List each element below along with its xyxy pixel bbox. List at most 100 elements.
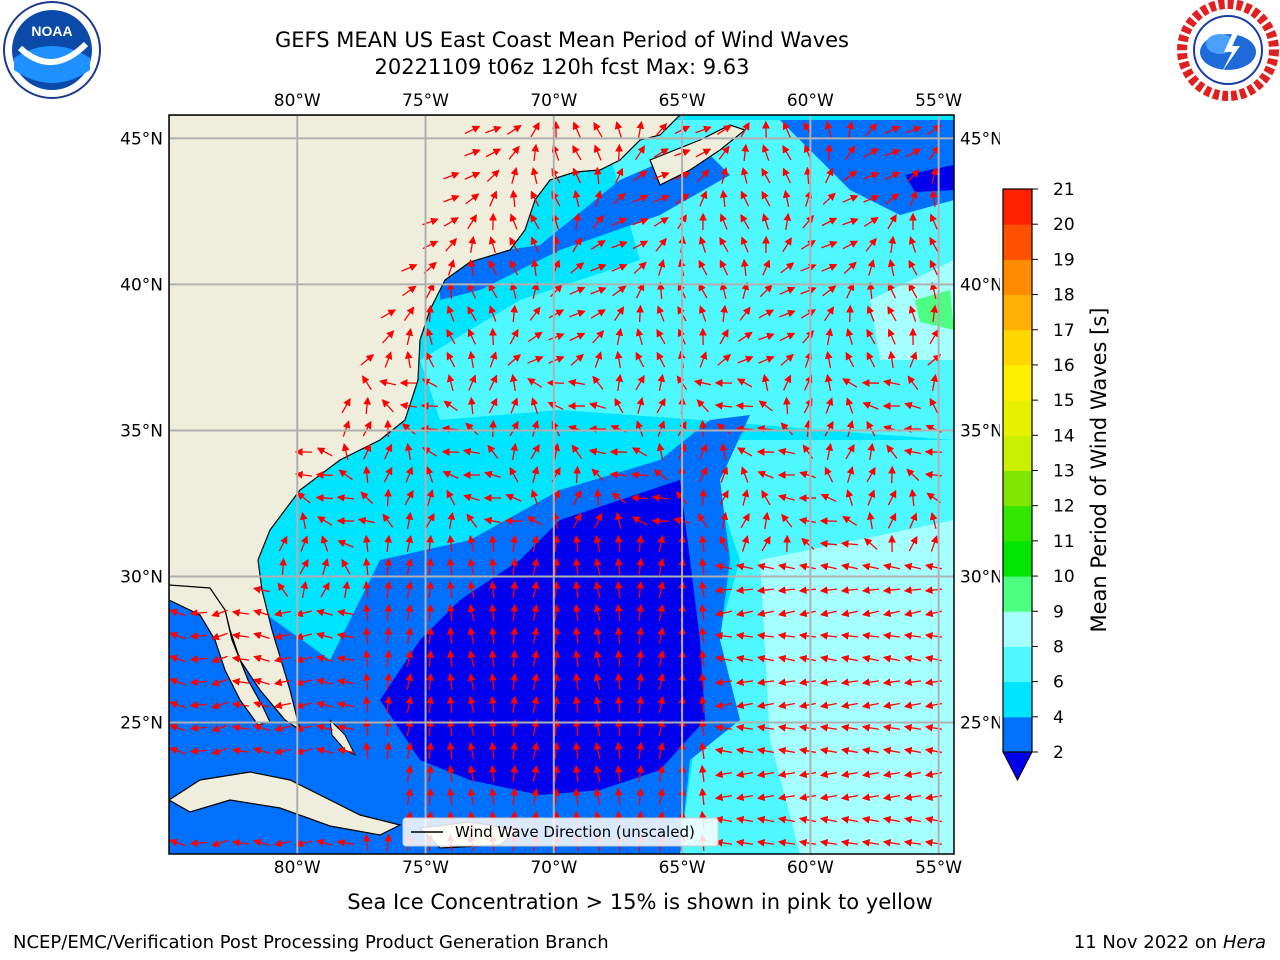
wave-direction-arrow xyxy=(824,167,834,184)
wave-direction-arrow xyxy=(819,723,838,732)
wave-direction-arrow xyxy=(531,741,540,759)
wave-direction-arrow xyxy=(882,654,900,663)
wave-direction-arrow xyxy=(404,350,413,369)
wave-direction-arrow xyxy=(782,189,791,207)
latitude-label: 30°N xyxy=(120,568,163,588)
wave-direction-arrow xyxy=(384,580,393,599)
wave-direction-arrow xyxy=(735,654,753,663)
wave-direction-arrow xyxy=(636,741,645,760)
wave-direction-arrow xyxy=(404,489,414,506)
wind-wave-direction-arrows xyxy=(169,120,943,852)
wave-direction-arrow xyxy=(777,678,796,687)
wave-direction-arrow xyxy=(778,493,795,502)
wave-direction-arrow xyxy=(657,741,666,759)
wave-direction-arrow xyxy=(253,677,270,686)
wave-direction-arrow xyxy=(362,672,371,691)
wave-direction-arrow xyxy=(531,603,540,621)
colorbar-tick-label: 8 xyxy=(1053,637,1064,657)
wave-direction-arrow xyxy=(426,580,435,599)
wave-direction-arrow xyxy=(572,787,581,806)
wave-direction-arrow xyxy=(909,190,918,207)
wave-direction-arrow xyxy=(342,420,351,437)
wave-direction-arrow xyxy=(443,194,460,203)
wave-direction-arrow xyxy=(798,793,816,802)
wave-direction-arrow xyxy=(615,373,624,392)
wave-direction-arrow xyxy=(426,764,435,783)
wave-direction-arrow xyxy=(801,537,815,550)
wave-direction-arrow xyxy=(779,309,796,318)
wave-direction-arrow xyxy=(530,121,540,138)
wave-direction-arrow xyxy=(572,237,582,253)
wave-direction-arrow xyxy=(819,678,838,687)
wave-direction-arrow xyxy=(466,513,478,528)
colorbar-under-triangle xyxy=(1002,751,1033,782)
wave-direction-arrow xyxy=(657,557,666,575)
wave-direction-arrow xyxy=(863,537,878,550)
wave-direction-arrow xyxy=(909,512,918,529)
wave-direction-arrow xyxy=(189,724,208,732)
wave-direction-arrow xyxy=(488,557,497,576)
wave-direction-arrow xyxy=(908,259,918,276)
wave-direction-arrow xyxy=(930,535,939,552)
colorbar-segment xyxy=(1003,611,1032,647)
wave-direction-arrow xyxy=(653,148,669,158)
wave-direction-arrow xyxy=(467,557,476,575)
wave-direction-arrow xyxy=(381,399,394,413)
wave-direction-arrow xyxy=(336,746,354,755)
wave-direction-arrow xyxy=(315,471,334,479)
wave-direction-arrow xyxy=(719,236,729,253)
wave-direction-arrow xyxy=(509,213,518,230)
wave-direction-arrow xyxy=(231,723,250,732)
wave-direction-arrow xyxy=(867,259,876,276)
wave-direction-arrow xyxy=(929,511,938,529)
wave-direction-arrow xyxy=(594,351,603,368)
wave-direction-arrow xyxy=(737,355,754,364)
wave-direction-arrow xyxy=(719,328,729,345)
colorbar-tick-label: 12 xyxy=(1053,497,1075,517)
wave-direction-arrow xyxy=(341,442,350,460)
wave-direction-arrow xyxy=(612,285,627,297)
wave-direction-arrow xyxy=(777,723,796,732)
wave-direction-arrow xyxy=(845,351,855,368)
wave-direction-arrow xyxy=(735,562,753,571)
wave-direction-arrow xyxy=(740,466,749,483)
wave-direction-arrow xyxy=(614,764,623,783)
wave-direction-arrow xyxy=(798,701,816,710)
wave-direction-arrow xyxy=(294,470,313,479)
wave-direction-arrow xyxy=(698,764,707,783)
wave-direction-arrow xyxy=(735,425,754,433)
wave-direction-arrow xyxy=(253,631,270,640)
wave-direction-arrow xyxy=(929,397,939,414)
wave-direction-arrow xyxy=(467,534,476,552)
wave-direction-arrow xyxy=(798,746,816,755)
wave-direction-arrow xyxy=(824,121,833,138)
wave-direction-arrow xyxy=(696,399,710,413)
wave-direction-arrow xyxy=(635,328,644,345)
wave-direction-arrow xyxy=(426,672,435,691)
wave-direction-arrow xyxy=(798,586,817,595)
wave-direction-arrow xyxy=(316,447,333,457)
wave-direction-arrow xyxy=(800,263,817,272)
wave-direction-arrow xyxy=(903,678,922,687)
wave-direction-arrow xyxy=(845,328,854,345)
wave-direction-arrow xyxy=(279,557,287,576)
wave-direction-arrow xyxy=(509,281,518,299)
wave-direction-arrow xyxy=(342,580,351,598)
wave-direction-arrow xyxy=(631,447,648,457)
wave-direction-arrow xyxy=(657,695,666,713)
period-band-under-2-northeast xyxy=(905,165,954,192)
wave-direction-arrow xyxy=(825,397,834,414)
wave-direction-arrow xyxy=(531,420,540,437)
wave-direction-arrow xyxy=(822,285,837,297)
wave-direction-arrow xyxy=(740,258,749,277)
wave-direction-arrow xyxy=(861,723,880,732)
wave-direction-arrow xyxy=(547,401,564,410)
wave-direction-arrow xyxy=(590,286,607,295)
latitude-label: 25°N xyxy=(120,714,163,734)
wave-direction-arrow xyxy=(278,535,288,552)
colorbar-tick-label: 9 xyxy=(1053,602,1064,622)
wave-direction-arrow xyxy=(294,632,312,641)
wave-direction-arrow xyxy=(446,305,455,322)
wave-direction-arrow xyxy=(803,166,812,185)
wave-direction-arrow xyxy=(316,700,333,709)
